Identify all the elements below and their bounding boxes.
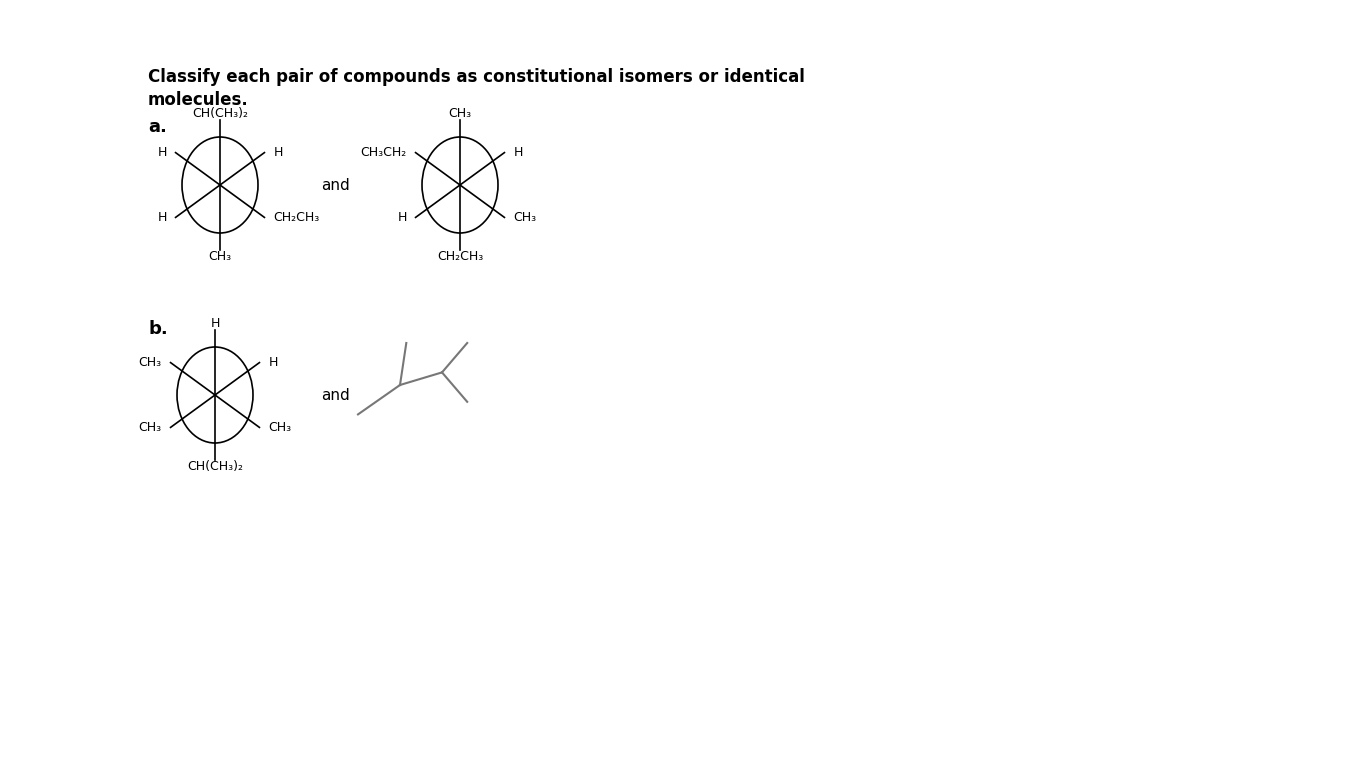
Text: a.: a. — [148, 118, 167, 136]
Text: CH₃: CH₃ — [138, 356, 161, 369]
Text: molecules.: molecules. — [148, 91, 249, 109]
Text: H: H — [268, 356, 277, 369]
Text: b.: b. — [148, 320, 168, 338]
Text: H: H — [157, 211, 167, 224]
Text: CH₃: CH₃ — [209, 250, 232, 263]
Text: CH₂CH₃: CH₂CH₃ — [437, 250, 484, 263]
Text: CH₃: CH₃ — [138, 421, 161, 434]
Text: CH(CH₃)₂: CH(CH₃)₂ — [193, 108, 249, 121]
Text: H: H — [514, 146, 523, 159]
Text: CH₃: CH₃ — [268, 421, 291, 434]
Text: and: and — [321, 388, 350, 402]
Text: H: H — [210, 317, 220, 330]
Text: H: H — [273, 146, 283, 159]
Text: CH₃: CH₃ — [514, 211, 537, 224]
Text: CH(CH₃)₂: CH(CH₃)₂ — [187, 460, 243, 473]
Text: Classify each pair of compounds as constitutional isomers or identical: Classify each pair of compounds as const… — [148, 68, 805, 86]
Text: CH₂CH₃: CH₂CH₃ — [273, 211, 320, 224]
Text: CH₃CH₂: CH₃CH₂ — [361, 146, 407, 159]
Text: H: H — [157, 146, 167, 159]
Text: and: and — [321, 177, 350, 193]
Text: CH₃: CH₃ — [448, 108, 471, 121]
Text: H: H — [398, 211, 407, 224]
